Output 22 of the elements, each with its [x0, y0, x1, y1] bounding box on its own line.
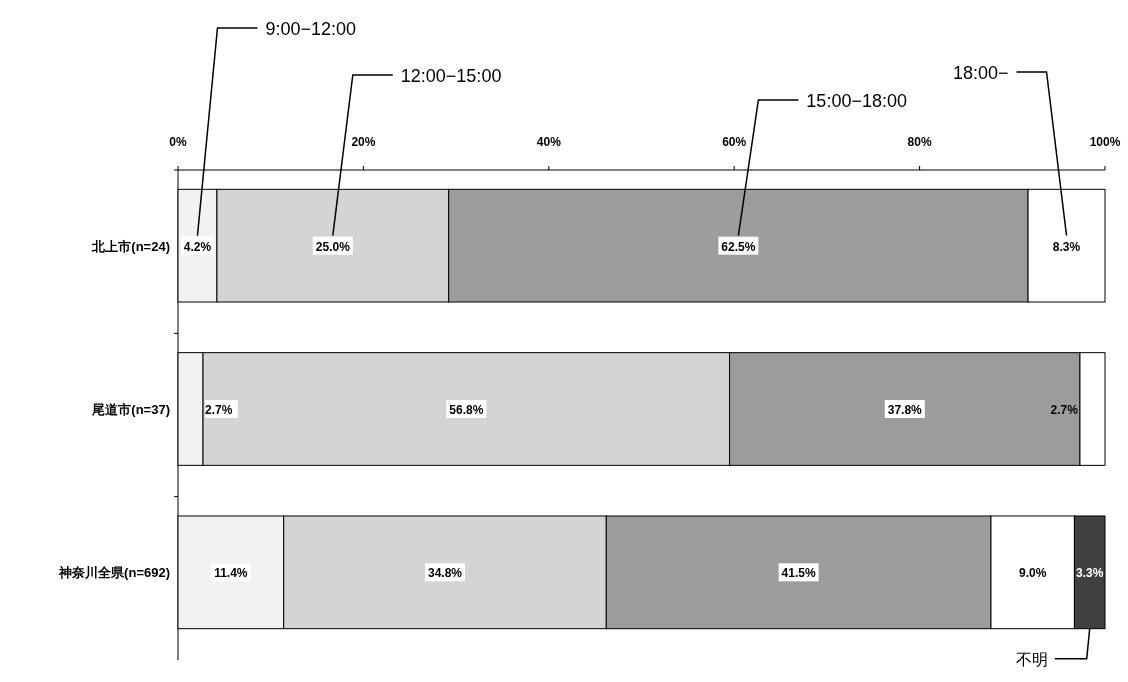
data-label: 62.5% — [721, 239, 756, 254]
data-label: 9.0% — [1019, 566, 1047, 581]
x-tick-label: 80% — [907, 135, 932, 149]
x-tick-label: 20% — [351, 135, 376, 149]
y-tick-label: 尾道市(n=37) — [91, 402, 170, 417]
data-label: 4.2% — [183, 239, 212, 254]
data-label: 56.8% — [449, 403, 484, 417]
data-label: 34.8% — [427, 566, 463, 581]
data-label: 41.5% — [781, 566, 816, 581]
data-label: 11.4% — [214, 566, 248, 581]
x-tick-label: 40% — [536, 135, 562, 149]
x-tick-label: 0% — [169, 135, 187, 149]
y-tick-label: 北上市(n=24) — [91, 238, 170, 254]
y-tick-label: 神奈川全県(n=692) — [58, 565, 170, 581]
data-label: 3.3% — [1076, 566, 1104, 581]
data-label: 2.7% — [1050, 403, 1079, 417]
x-tick-label: 60% — [722, 135, 747, 149]
data-label: 8.3% — [1052, 239, 1081, 254]
data-label: 37.8% — [887, 403, 923, 417]
data-label: 2.7% — [205, 403, 233, 417]
x-tick-label: 100% — [1089, 135, 1121, 149]
data-label: 25.0% — [315, 239, 351, 254]
